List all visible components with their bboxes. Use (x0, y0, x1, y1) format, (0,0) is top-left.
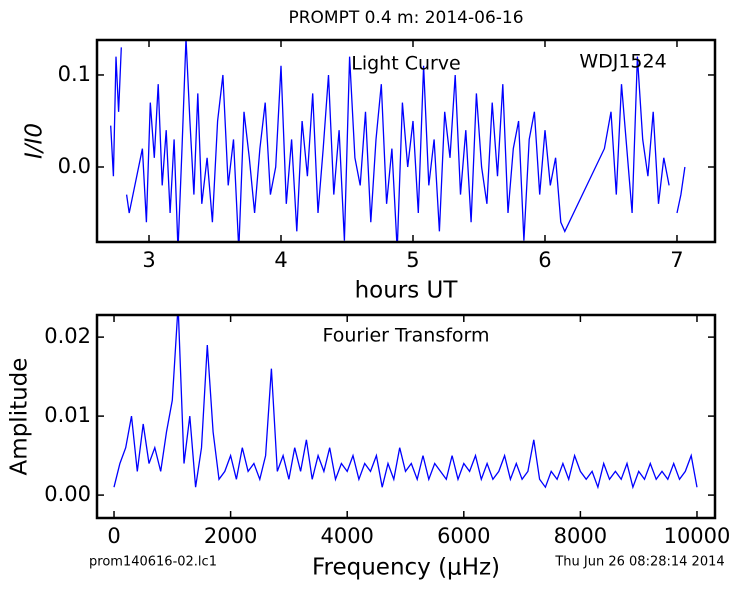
data-line (110, 40, 686, 242)
annotation: WDJ1524 (579, 51, 666, 73)
data-line (113, 315, 698, 490)
y-tick-label: 0.00 (44, 482, 91, 506)
x-tick-label: 5 (406, 248, 419, 272)
plot-area (110, 40, 686, 242)
axes-frame (95, 38, 717, 244)
annotation: Light Curve (351, 53, 461, 75)
x-tick-label: 8000 (554, 524, 607, 548)
x-tick-label: 6000 (437, 524, 490, 548)
x-tick-label: 3 (142, 248, 155, 272)
y-tick-label: 0.02 (44, 324, 91, 348)
x-axis-label: hours UT (355, 278, 459, 304)
y-tick-label: 0.0 (58, 154, 91, 178)
y-tick-label: 0.01 (44, 403, 91, 427)
footer-right: Thu Jun 26 08:28:14 2014 (554, 555, 724, 570)
x-tick-label: 10000 (664, 524, 731, 548)
axes-frame (95, 313, 717, 520)
x-tick-label: 2000 (204, 524, 257, 548)
footer-left: prom140616-02.lc1 (89, 555, 217, 570)
x-tick-label: 7 (670, 248, 683, 272)
x-tick-label: 4000 (320, 524, 373, 548)
y-axis-label: I/I0 (22, 123, 48, 159)
chart-title: PROMPT 0.4 m: 2014-06-16 (288, 8, 523, 28)
x-tick-label: 0 (107, 524, 120, 548)
x-tick-label: 4 (274, 248, 287, 272)
plot-area (113, 315, 698, 490)
x-tick-label: 6 (538, 248, 551, 272)
y-tick-label: 0.1 (58, 62, 91, 86)
annotation: Fourier Transform (322, 325, 489, 347)
x-axis-label: Frequency (μHz) (312, 555, 500, 581)
y-axis-label: Amplitude (7, 358, 33, 476)
